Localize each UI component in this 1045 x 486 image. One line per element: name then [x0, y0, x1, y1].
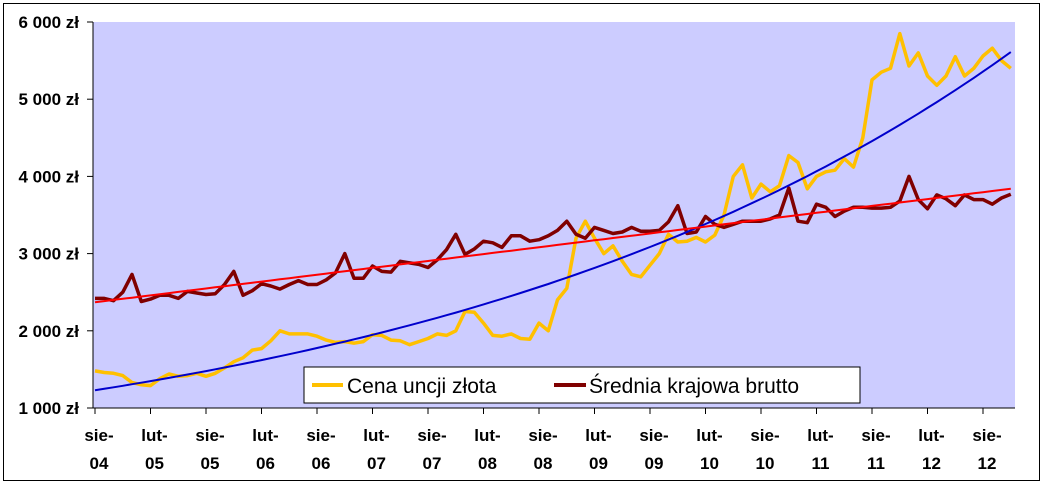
- series-layer: [94, 31, 1012, 392]
- x-tick-label: 05: [201, 454, 220, 473]
- x-tick-label: 10: [700, 454, 719, 473]
- x-tick-label: lut-: [363, 426, 389, 445]
- y-tick-label: 3 000 zł: [19, 245, 80, 264]
- x-tick-label: 06: [256, 454, 275, 473]
- x-tick-label: 04: [90, 454, 109, 473]
- x-tick-label: 06: [312, 454, 331, 473]
- x-tick-label: sie-: [861, 426, 890, 445]
- y-tick-label: 2 000 zł: [19, 322, 80, 341]
- y-tick-label: 1 000 zł: [19, 399, 80, 418]
- x-tick-label: 11: [812, 454, 830, 473]
- y-tick-label: 6 000 zł: [19, 13, 80, 32]
- data-series-line: [94, 31, 1012, 388]
- x-tick-label: sie-: [306, 426, 335, 445]
- axis-lines: [92, 22, 1015, 409]
- x-tick-label: 11: [867, 454, 885, 473]
- x-tick-label: sie-: [195, 426, 224, 445]
- x-tick-label: sie-: [972, 426, 1001, 445]
- y-axis: 1 000 zł 2 000 zł 3 000 zł 4 000 zł 5 000 zł…: [19, 13, 93, 418]
- x-tick-label: 07: [423, 454, 442, 473]
- x-tick-label: lut-: [585, 426, 611, 445]
- x-tick-label: sie-: [750, 426, 779, 445]
- trendline-series: [94, 51, 1012, 392]
- x-tick-label: 10: [756, 454, 775, 473]
- x-tick-label: 09: [589, 454, 608, 473]
- x-tick-label: sie-: [639, 426, 668, 445]
- x-tick-label: 08: [534, 454, 553, 473]
- plot-area: [93, 22, 1015, 408]
- x-tick-label: 05: [145, 454, 164, 473]
- x-tick-label: lut-: [474, 426, 500, 445]
- x-tick-label: sie-: [528, 426, 557, 445]
- x-tick-label: lut-: [807, 426, 833, 445]
- x-axis: sie- 04 lut- 05 sie- 05 lut- 06 sie- 06 lut- 07 sie-…: [84, 408, 1002, 473]
- x-tick-label: lut-: [918, 426, 944, 445]
- y-tick-label: 5 000 zł: [19, 90, 80, 109]
- x-tick-label: 07: [367, 454, 386, 473]
- x-tick-label: lut-: [696, 426, 722, 445]
- legend-label-gold: Cena uncji złota: [347, 375, 497, 398]
- x-tick-label: sie-: [84, 426, 113, 445]
- x-tick-label: 09: [645, 454, 664, 473]
- x-tick-label: 08: [478, 454, 497, 473]
- legend: Cena uncji złota Średnia krajowa brutto: [303, 366, 861, 404]
- x-tick-label: sie-: [417, 426, 446, 445]
- trendline-series: [94, 187, 1011, 304]
- x-tick-label: 12: [978, 454, 997, 473]
- x-tick-label: lut-: [252, 426, 278, 445]
- y-tick-label: 4 000 zł: [19, 167, 80, 186]
- x-tick-label: lut-: [141, 426, 167, 445]
- legend-label-wage: Średnia krajowa brutto: [589, 374, 799, 398]
- x-tick-label: 12: [922, 454, 941, 473]
